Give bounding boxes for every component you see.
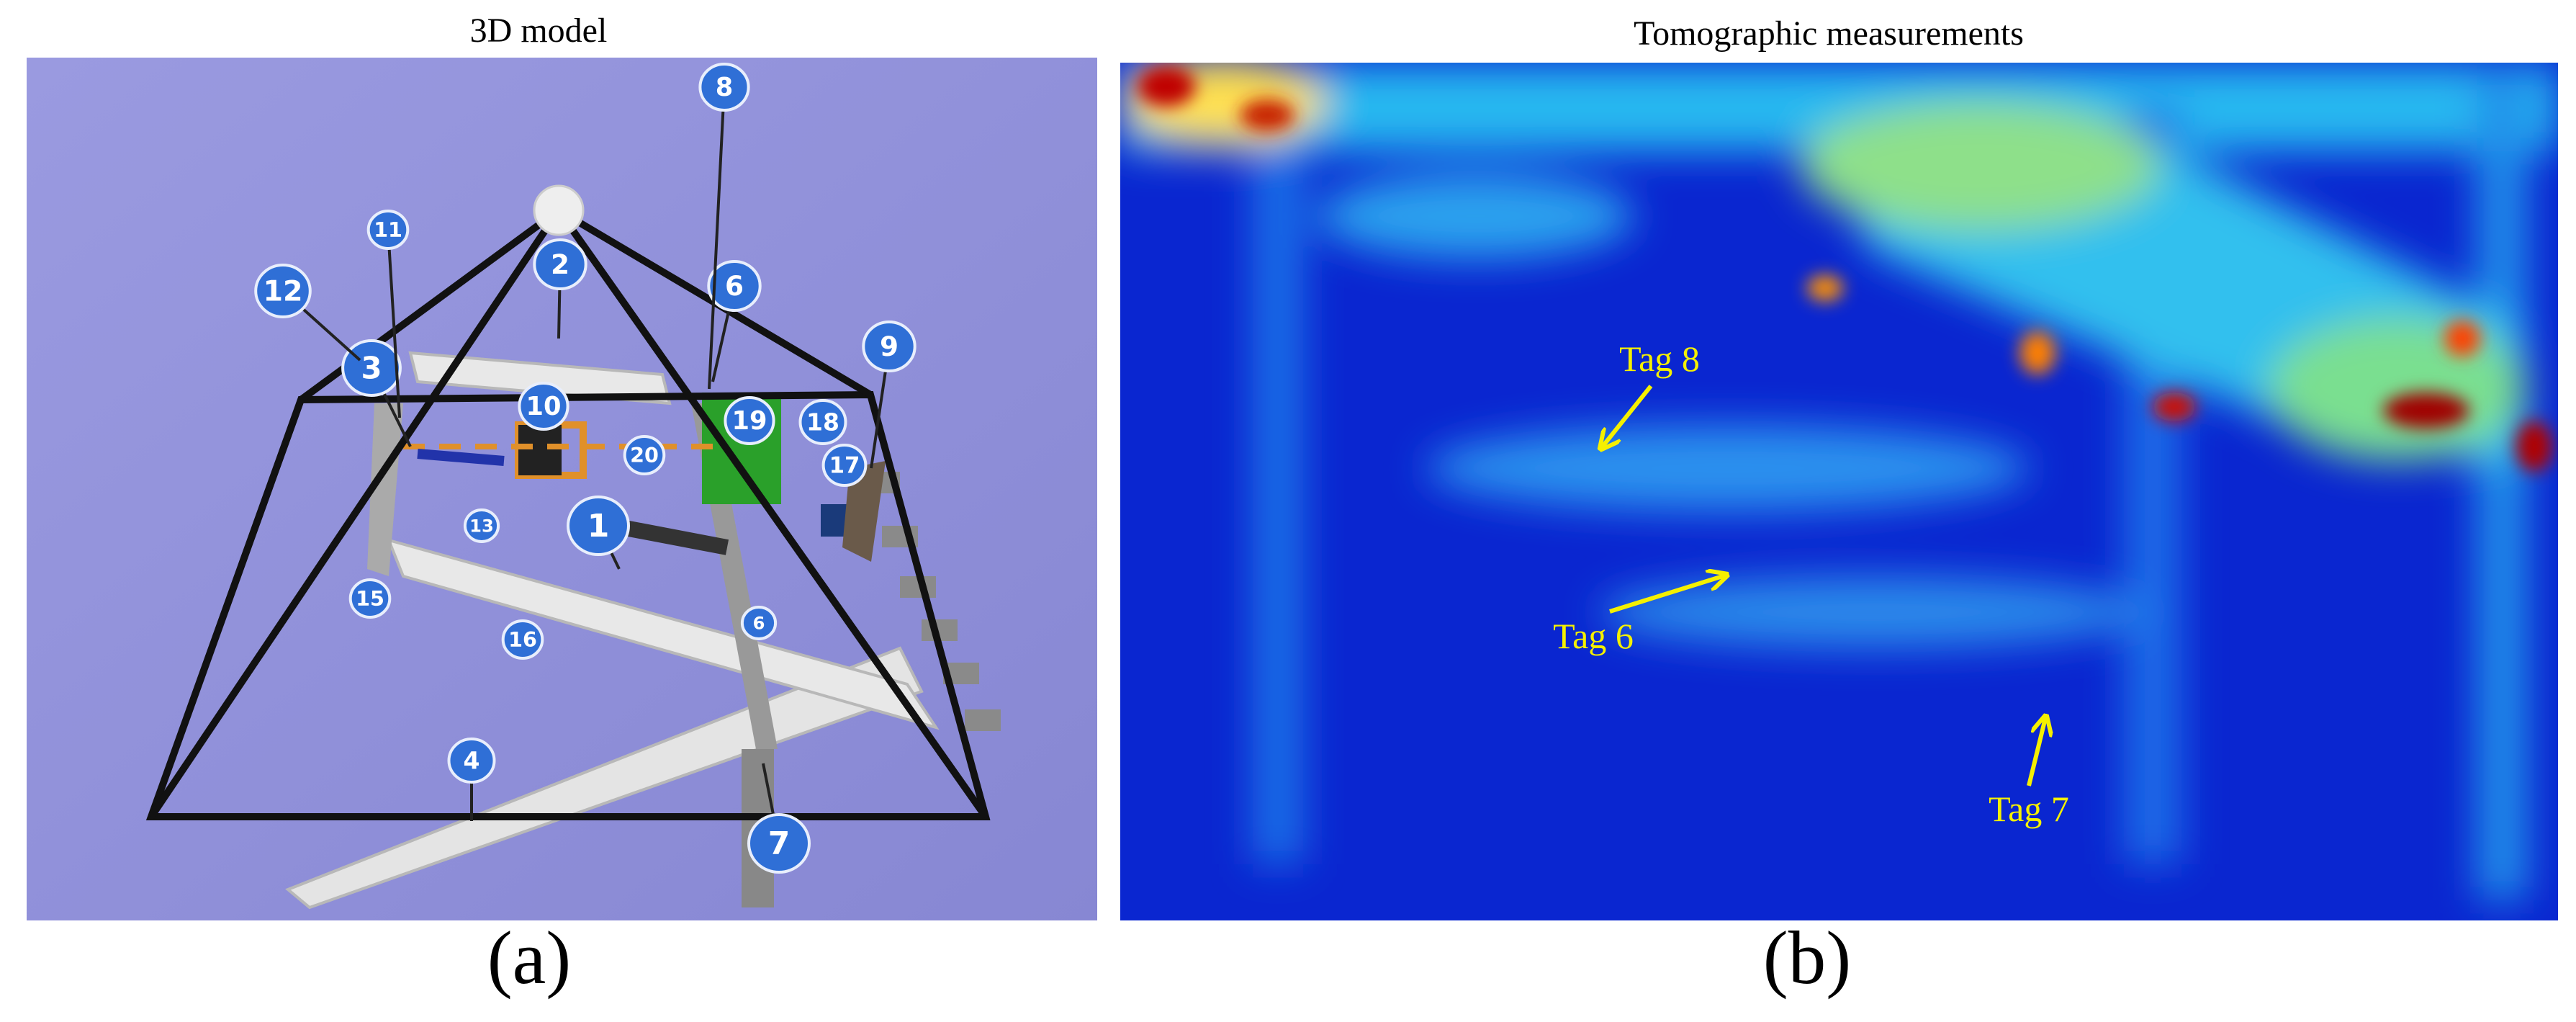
tag-marker <box>501 619 544 660</box>
tag-label: 3 <box>361 350 382 385</box>
annotation: Tag 6 <box>1553 616 1634 656</box>
tag-marker <box>821 444 868 487</box>
tag-label: 18 <box>806 408 839 436</box>
tag-marker <box>447 738 496 784</box>
tag-label: 4 <box>464 746 480 774</box>
tag-label: 6 <box>753 613 765 633</box>
tag-label: 1 <box>587 508 610 544</box>
tag-marker <box>724 396 775 445</box>
annotation-arrows <box>1602 385 2045 786</box>
panel-title: 3D model <box>470 12 608 50</box>
tag-label: 8 <box>716 73 733 102</box>
tag-label: 10 <box>526 392 562 421</box>
tag-label: 15 <box>356 586 384 611</box>
tag-label: 13 <box>469 516 494 536</box>
model-structure <box>145 184 1001 910</box>
tag-marker <box>862 321 917 372</box>
tomography-map <box>1120 63 2558 920</box>
panel-caption: (b) <box>1763 915 1851 1000</box>
annotation: Tag 7 <box>1989 789 2069 829</box>
tag-label: 19 <box>732 406 767 436</box>
tag-marker <box>747 813 811 874</box>
tag-marker <box>518 382 569 431</box>
tag-marker <box>341 339 402 397</box>
tag-label: 9 <box>880 331 899 362</box>
tag-label: 6 <box>725 270 744 302</box>
tag-marker <box>348 578 392 619</box>
tag-marker <box>623 435 666 475</box>
tag-label: 16 <box>508 627 537 652</box>
tag-marker <box>798 399 847 445</box>
tag-marker <box>463 508 500 543</box>
tag-label: 2 <box>551 248 569 280</box>
tag-label: 17 <box>829 453 860 479</box>
tag-label: 12 <box>263 275 302 308</box>
tag-stem <box>387 229 401 418</box>
tag-marker <box>366 210 410 250</box>
tag-stem <box>708 86 726 390</box>
panel-title: Tomographic measurements <box>1634 14 2024 53</box>
tag-marker <box>740 606 778 640</box>
panel-caption: (a) <box>487 915 572 1000</box>
tag-label: 7 <box>768 825 791 862</box>
tag-marker <box>707 260 762 312</box>
tag-marker <box>567 496 630 556</box>
tag-label: 20 <box>630 443 659 467</box>
tag-marker <box>533 238 587 290</box>
tag-marker <box>698 63 750 112</box>
tag-label: 11 <box>374 218 402 242</box>
annotation: Tag 8 <box>1619 339 1700 379</box>
tag-marker <box>254 264 312 318</box>
